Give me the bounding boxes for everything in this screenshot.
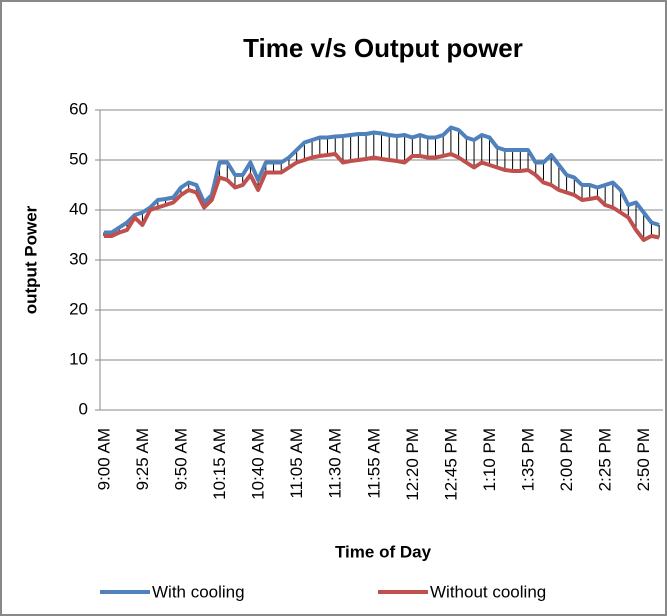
legend-label: Without cooling (430, 582, 546, 601)
y-tick-label: 50 (69, 149, 88, 168)
y-tick-label: 10 (69, 349, 88, 368)
series-line (103, 152, 660, 242)
x-tick-label: 9:50 AM (171, 428, 190, 490)
y-axis-title: output Power (21, 205, 40, 314)
x-tick-label: 10:15 AM (210, 428, 229, 500)
x-tick-label: 1:10 PM (480, 428, 499, 491)
x-tick-label: 2:50 PM (634, 428, 653, 491)
x-tick-label: 9:00 AM (94, 428, 113, 490)
legend-label: With cooling (152, 582, 245, 601)
chart-title: Time v/s Output power (243, 33, 523, 63)
y-tick-label: 0 (79, 399, 88, 418)
x-tick-label: 2:25 PM (596, 428, 615, 491)
x-tick-label: 9:25 AM (133, 428, 152, 490)
x-tick-label: 1:35 PM (519, 428, 538, 491)
x-tick-label: 11:55 AM (364, 428, 383, 499)
y-tick-label: 40 (69, 199, 88, 218)
y-tick-label: 60 (69, 99, 88, 118)
x-tick-label: 12:20 PM (403, 428, 422, 501)
y-tick-label: 20 (69, 299, 88, 318)
x-tick-label: 2:00 PM (557, 428, 576, 491)
x-tick-label: 10:40 AM (249, 428, 268, 500)
series-line (103, 125, 660, 235)
y-tick-label: 30 (69, 249, 88, 268)
x-tick-label: 12:45 PM (441, 428, 460, 501)
x-tick-label: 11:05 AM (287, 428, 306, 499)
x-tick-label: 11:30 AM (326, 428, 345, 499)
x-axis-title: Time of Day (335, 542, 432, 561)
